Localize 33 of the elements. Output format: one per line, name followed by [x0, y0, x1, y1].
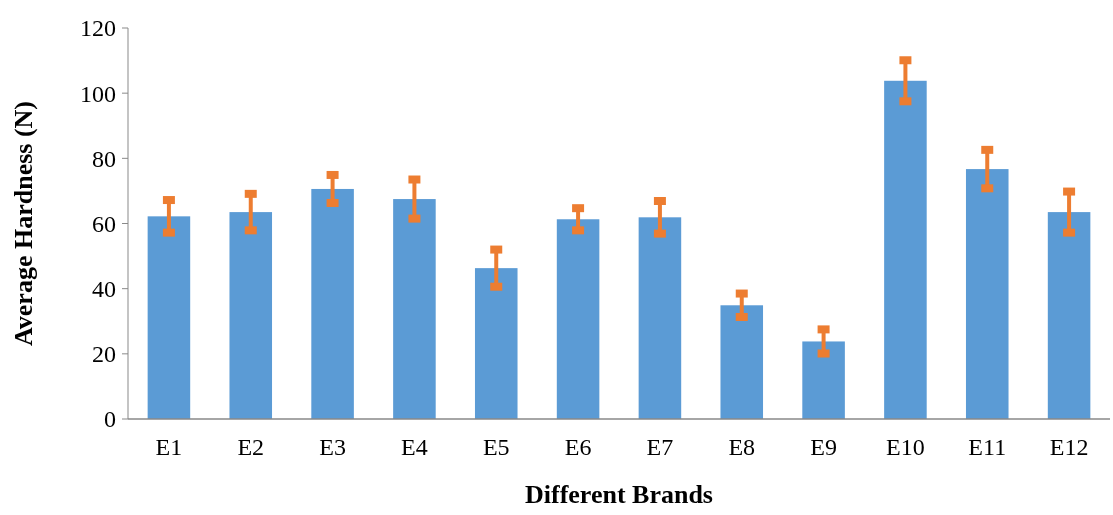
- x-tick-label: E11: [968, 434, 1007, 460]
- y-axis-title: Average Hardness (N): [9, 100, 38, 347]
- y-tick-label: 80: [92, 145, 116, 172]
- bar: [474, 268, 518, 419]
- bar: [311, 188, 354, 419]
- x-tick-label: E5: [482, 434, 510, 460]
- x-tick-label: E3: [319, 434, 346, 460]
- x-tick-label: E6: [564, 434, 592, 460]
- y-tick-label: 40: [92, 276, 116, 303]
- x-tick-label: E12: [1049, 434, 1089, 460]
- x-tick-label: E9: [810, 434, 837, 460]
- bar: [965, 169, 1009, 419]
- x-tick-label: E1: [155, 434, 183, 460]
- x-tick-label: E2: [237, 434, 265, 460]
- x-tick-label: E7: [646, 434, 674, 460]
- bar: [638, 217, 682, 419]
- y-tick-label: 20: [92, 341, 116, 368]
- bar: [147, 216, 191, 419]
- bar: [393, 199, 436, 419]
- x-tick-label: E10: [886, 434, 925, 460]
- bar: [802, 341, 845, 419]
- bar: [884, 80, 927, 419]
- y-tick-label: 60: [92, 210, 116, 237]
- bar: [556, 219, 600, 419]
- bar: [229, 212, 273, 419]
- x-axis-title: Different Brands: [524, 480, 714, 509]
- bar: [720, 305, 764, 419]
- y-tick-label: 100: [80, 80, 116, 107]
- y-tick-label: 0: [104, 406, 116, 433]
- x-tick-label: E8: [728, 434, 756, 460]
- bar: [1047, 212, 1091, 419]
- x-tick-label: E4: [401, 434, 428, 460]
- y-tick-label: 120: [80, 15, 116, 42]
